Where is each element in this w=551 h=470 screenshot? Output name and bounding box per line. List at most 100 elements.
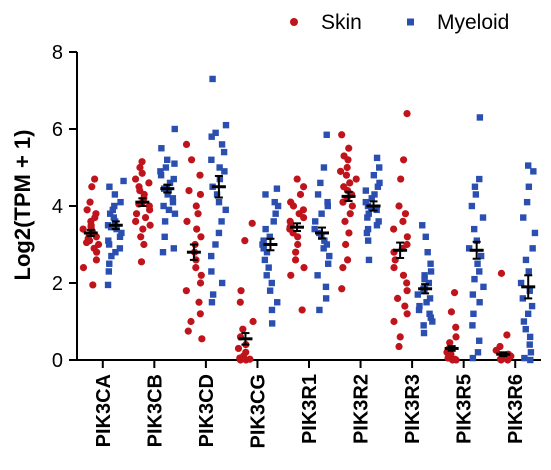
- data-point-myeloid: [527, 356, 534, 364]
- data-point-myeloid: [322, 295, 330, 302]
- data-point-myeloid: [370, 172, 378, 179]
- data-point-myeloid: [106, 183, 113, 190]
- data-point-myeloid: [420, 322, 427, 329]
- x-axis: PIK3CA PIK3CB PIK3CD PIK3CG PIK3R1 PIK3R2 PIK3…: [77, 359, 541, 448]
- data-point-myeloid: [263, 249, 271, 256]
- data-point-myeloid: [209, 291, 217, 298]
- legend-label-skin: Skin: [321, 11, 362, 34]
- data-point-skin: [342, 240, 350, 249]
- data-point-skin: [403, 110, 411, 118]
- data-point-skin: [234, 344, 243, 353]
- data-point-skin: [343, 256, 352, 264]
- data-point-myeloid: [420, 329, 428, 337]
- data-point-myeloid: [528, 302, 536, 310]
- data-point-skin: [497, 269, 506, 277]
- y-tick-label: 6: [52, 119, 63, 141]
- data-point-myeloid: [221, 168, 228, 175]
- data-point-myeloid: [426, 295, 434, 302]
- data-point-skin: [395, 342, 403, 351]
- data-point-myeloid: [159, 249, 167, 256]
- data-point-myeloid: [323, 241, 331, 248]
- data-point-skin: [497, 356, 505, 364]
- data-point-myeloid: [526, 333, 534, 341]
- data-point-skin: [183, 217, 191, 225]
- data-point-myeloid: [520, 214, 527, 221]
- data-point-myeloid: [273, 185, 281, 192]
- data-point-myeloid: [208, 299, 216, 306]
- data-point-myeloid: [320, 245, 327, 252]
- data-point-myeloid: [260, 237, 267, 244]
- data-point-myeloid: [318, 210, 325, 217]
- x-tick-label: PIK3CA: [93, 374, 115, 447]
- data-point-myeloid: [108, 252, 115, 260]
- data-point-myeloid: [111, 191, 119, 198]
- data-point-skin: [197, 233, 205, 241]
- data-point-skin: [132, 210, 141, 218]
- data-point-myeloid: [171, 210, 179, 217]
- data-point-skin: [492, 346, 500, 354]
- data-point-skin: [348, 202, 356, 210]
- data-point-myeloid: [522, 256, 530, 264]
- data-point-myeloid: [165, 206, 173, 214]
- data-point-skin: [452, 323, 460, 331]
- data-point-skin: [195, 298, 203, 306]
- data-point-myeloid: [157, 172, 165, 179]
- data-point-myeloid: [166, 179, 174, 187]
- data-point-skin: [294, 240, 302, 249]
- data-point-myeloid: [422, 233, 429, 240]
- data-point-myeloid: [212, 241, 219, 248]
- data-point-skin: [296, 190, 305, 199]
- data-point-myeloid: [320, 164, 328, 171]
- data-point-myeloid: [105, 241, 113, 248]
- data-point-skin: [292, 248, 300, 256]
- data-point-skin: [403, 287, 411, 295]
- data-point-skin: [137, 233, 145, 241]
- data-point-skin: [399, 156, 408, 164]
- data-point-myeloid: [324, 202, 331, 210]
- data-point-skin: [138, 158, 146, 166]
- data-point-myeloid: [364, 214, 371, 221]
- data-point-skin: [293, 175, 301, 183]
- data-point-myeloid: [158, 145, 165, 152]
- data-point-myeloid: [426, 310, 433, 317]
- data-point-myeloid: [471, 275, 478, 283]
- data-point-myeloid: [171, 125, 178, 133]
- data-point-myeloid: [376, 164, 383, 171]
- data-point-myeloid: [476, 299, 483, 306]
- data-point-myeloid: [479, 214, 487, 221]
- data-point-myeloid: [118, 229, 125, 237]
- data-point-skin: [192, 202, 200, 210]
- plot-means: [83, 174, 536, 358]
- data-point-skin: [82, 238, 91, 247]
- x-tick-label: PIK3CD: [196, 374, 218, 447]
- data-point-myeloid: [427, 260, 434, 267]
- y-axis-title: Log2(TPM + 1): [10, 130, 35, 281]
- data-point-myeloid: [374, 183, 382, 190]
- data-point-myeloid: [161, 233, 168, 240]
- data-point-skin: [448, 356, 457, 364]
- data-point-skin: [338, 285, 346, 293]
- data-point-myeloid: [520, 318, 528, 325]
- data-point-myeloid: [270, 218, 277, 225]
- data-point-skin: [182, 140, 191, 148]
- data-point-myeloid: [260, 245, 267, 252]
- data-point-skin: [192, 264, 200, 272]
- data-point-myeloid: [376, 179, 383, 187]
- data-point-skin: [196, 190, 205, 199]
- data-point-myeloid: [268, 279, 275, 287]
- data-point-myeloid: [321, 237, 328, 244]
- data-point-myeloid: [268, 306, 276, 314]
- data-point-skin: [403, 233, 411, 241]
- data-point-myeloid: [208, 252, 215, 260]
- data-point-skin: [390, 225, 398, 233]
- data-point-myeloid: [373, 154, 381, 162]
- data-point-skin: [93, 248, 101, 256]
- data-point-skin: [399, 271, 408, 279]
- data-point-myeloid: [525, 183, 533, 190]
- data-point-skin: [352, 175, 360, 183]
- data-point-myeloid: [169, 198, 177, 206]
- data-point-myeloid: [218, 279, 226, 287]
- data-point-skin: [401, 302, 409, 310]
- data-point-skin: [298, 306, 306, 314]
- data-point-skin: [196, 310, 204, 318]
